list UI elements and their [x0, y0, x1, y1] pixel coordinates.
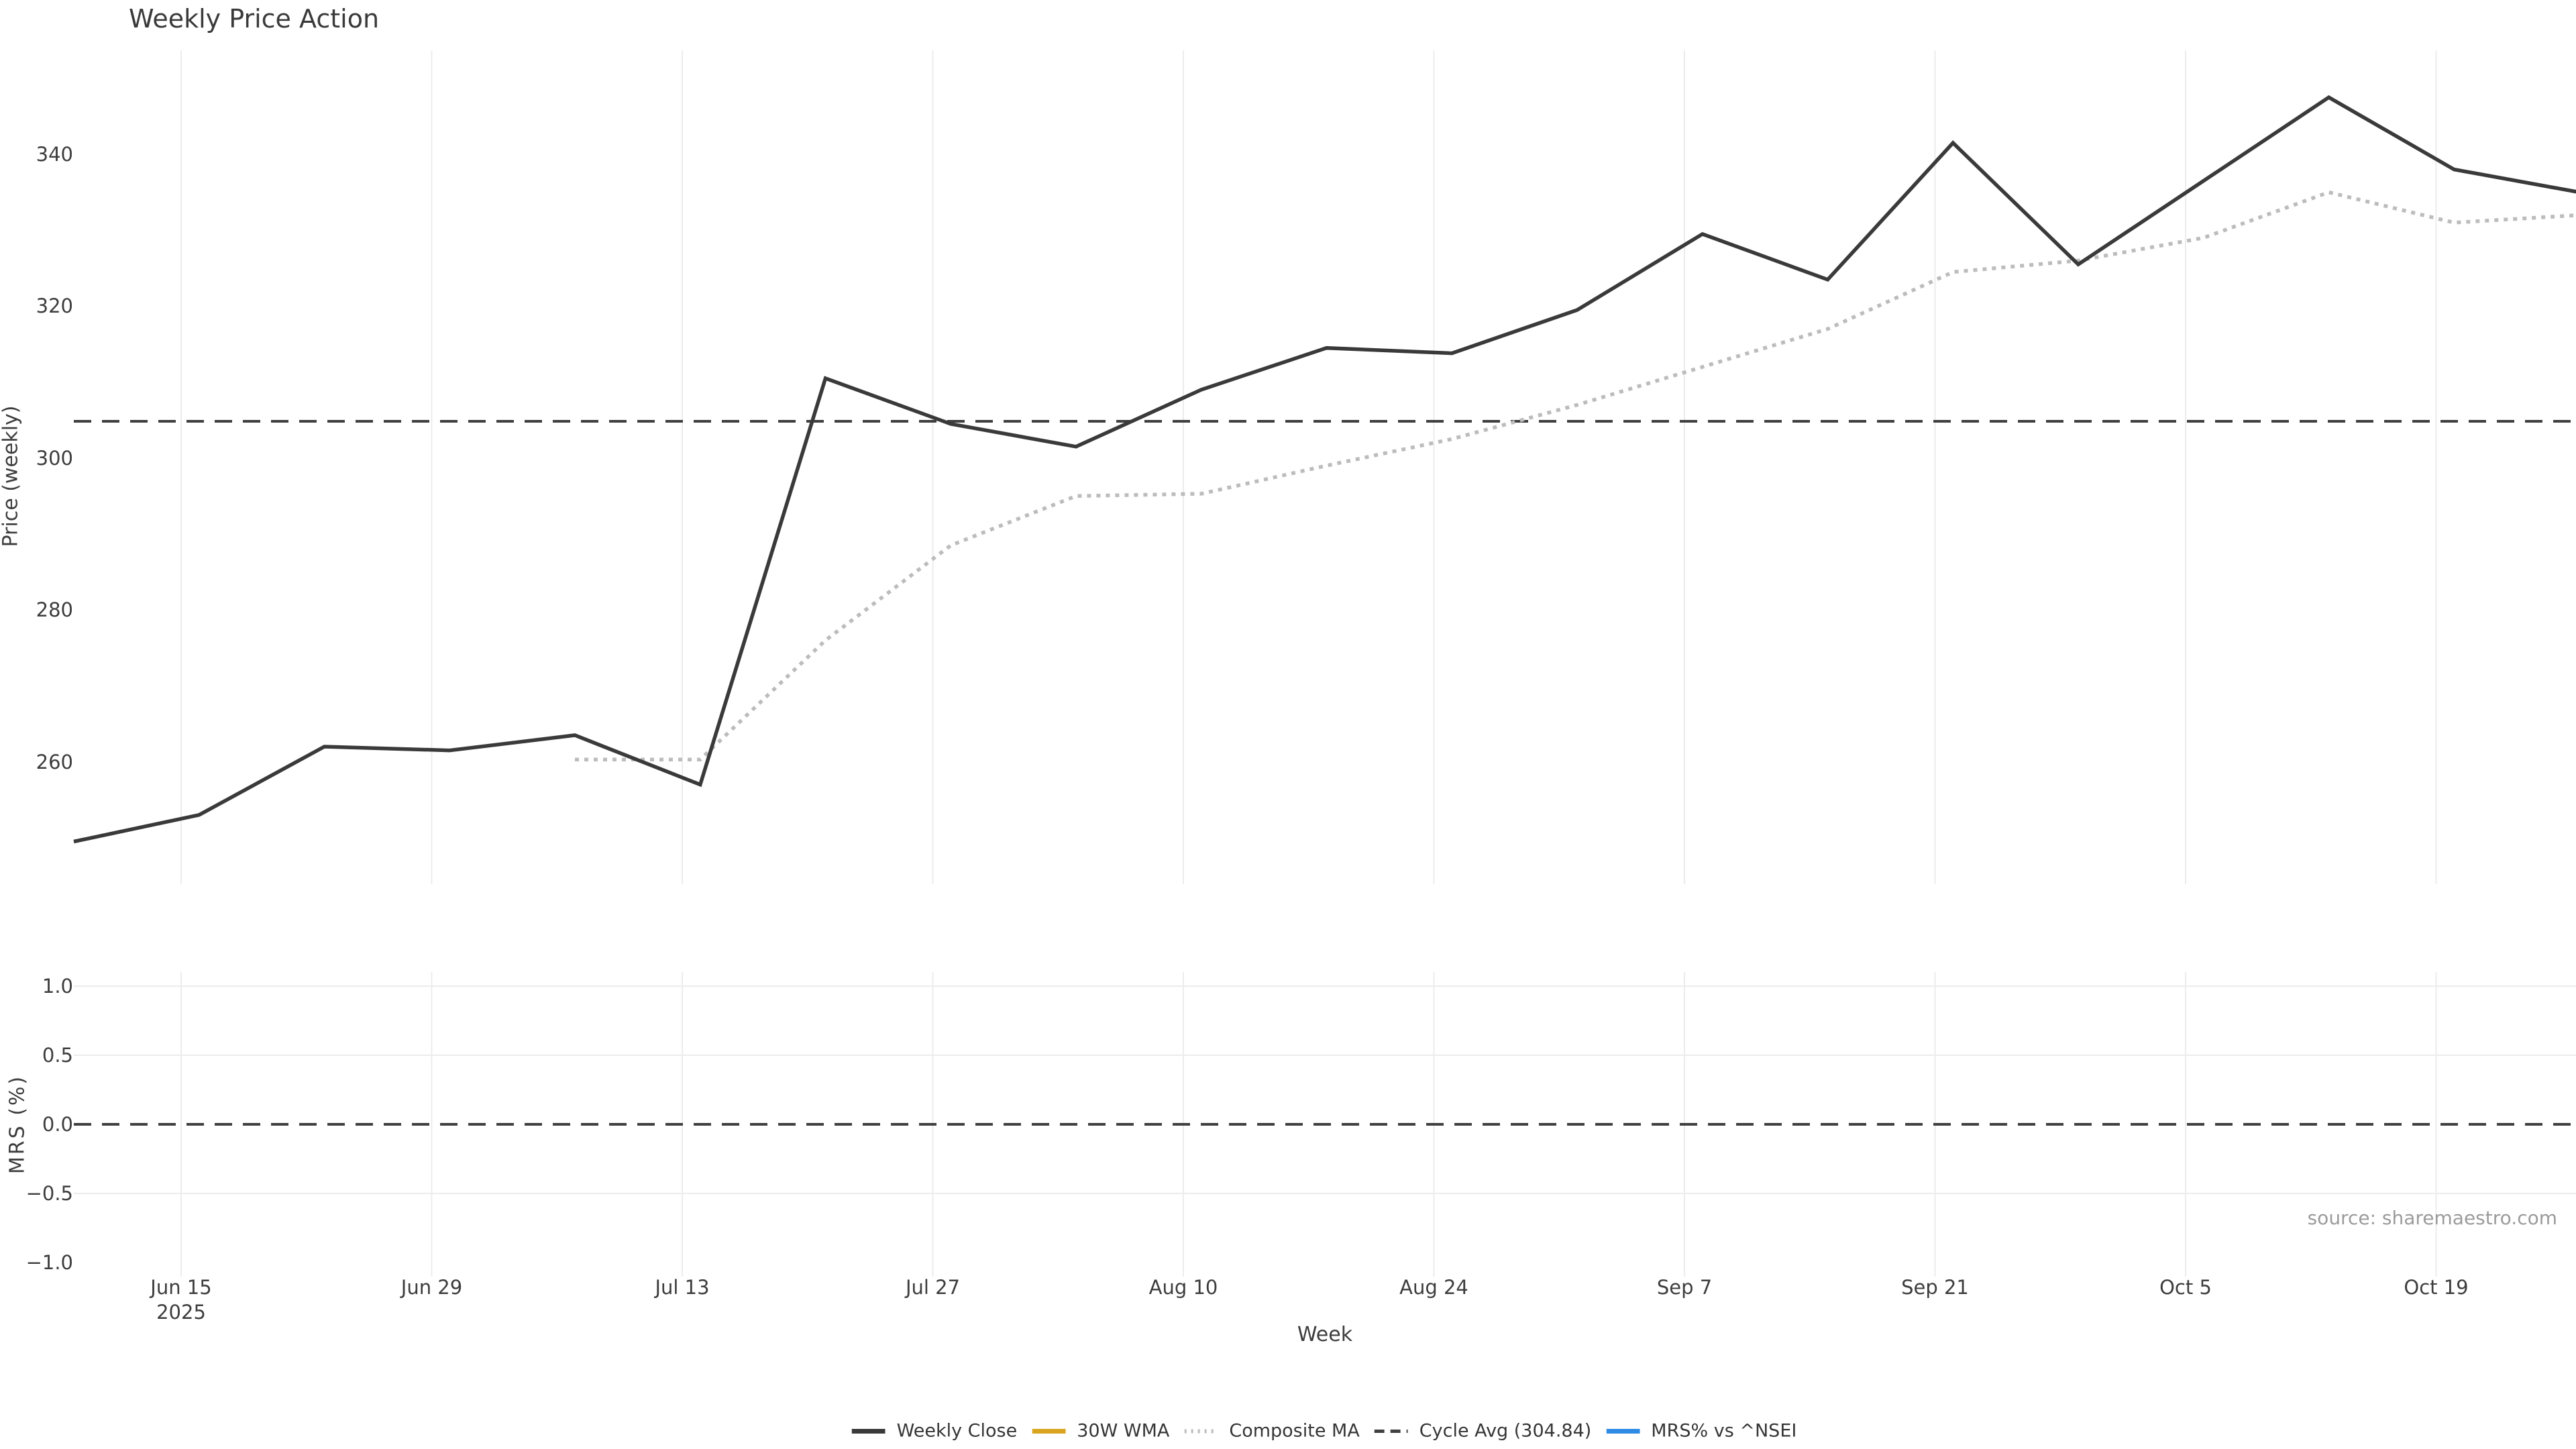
- x-tick-label: Jul 27: [906, 1275, 960, 1300]
- legend-label: MRS% vs ^NSEI: [1651, 1420, 1797, 1442]
- x-tick-label: Aug 24: [1399, 1275, 1468, 1300]
- mrs-ytick-label: −0.5: [25, 1182, 73, 1205]
- weekly-close-line: [73, 95, 2576, 844]
- x-tick-date: Sep 7: [1656, 1276, 1713, 1299]
- x-tick-label: Oct 5: [2159, 1275, 2212, 1300]
- mrs-axis-label: MRS (%): [5, 1074, 30, 1175]
- legend-swatch-dotted: [1184, 1429, 1218, 1433]
- legend-swatch-dashed: [1374, 1429, 1408, 1433]
- mrs-ytick-label: 0.5: [42, 1044, 73, 1067]
- x-tick-date: Jun 29: [400, 1276, 463, 1299]
- x-tick-label: Sep 7: [1657, 1275, 1712, 1300]
- price-ytick-label: 300: [36, 446, 73, 470]
- x-tick-date: Oct 5: [2159, 1276, 2212, 1299]
- price-ytick-label: 260: [36, 750, 73, 773]
- x-tick-date: Jun 15: [150, 1276, 212, 1299]
- price-axis-label: Price (weekly): [0, 405, 23, 547]
- chart-title: Weekly Price Action: [129, 4, 380, 34]
- price-ytick-label: 320: [36, 294, 73, 318]
- composite-ma-line: [575, 190, 2576, 761]
- week-axis-label: Week: [1297, 1323, 1353, 1346]
- price-ytick-label: 340: [36, 143, 73, 166]
- mrs-ytick-label: −1.0: [25, 1251, 73, 1274]
- chart-legend: Weekly Close 30W WMA Composite MA Cycle Avg…: [851, 1420, 1796, 1442]
- legend-swatch-solid: [1606, 1428, 1640, 1434]
- mrs-ytick-label: 1.0: [42, 975, 73, 998]
- x-tick-label: Oct 19: [2404, 1275, 2468, 1300]
- x-tick-year: 2025: [156, 1301, 206, 1324]
- x-tick-label: Sep 21: [1901, 1275, 1969, 1300]
- x-tick-date: Aug 24: [1399, 1276, 1468, 1299]
- x-tick-date: Jul 13: [655, 1276, 710, 1299]
- legend-swatch-solid: [1032, 1428, 1066, 1434]
- x-tick-date: Oct 19: [2404, 1276, 2469, 1299]
- x-tick-label: Jun 29: [401, 1275, 462, 1300]
- legend-item: Cycle Avg (304.84): [1374, 1420, 1592, 1442]
- x-tick-label: Aug 10: [1149, 1275, 1218, 1300]
- legend-item: Composite MA: [1184, 1420, 1360, 1442]
- legend-label: Weekly Close: [896, 1420, 1018, 1442]
- legend-item: Weekly Close: [851, 1420, 1018, 1442]
- price-ytick-label: 280: [36, 598, 73, 622]
- mrs-ytick-label: 0.0: [42, 1113, 73, 1136]
- x-tick-label: Jul 13: [655, 1275, 709, 1300]
- x-tick-date: Sep 21: [1901, 1276, 1969, 1299]
- legend-swatch-solid: [851, 1428, 885, 1434]
- legend-label: Cycle Avg (304.84): [1419, 1420, 1592, 1442]
- legend-label: Composite MA: [1229, 1420, 1360, 1442]
- x-tick-label: Jun 15 2025: [150, 1275, 211, 1325]
- x-tick-date: Jul 27: [905, 1276, 961, 1299]
- x-tick-date: Aug 10: [1148, 1276, 1218, 1299]
- legend-item: MRS% vs ^NSEI: [1606, 1421, 1796, 1442]
- source-note: source: sharemaestro.com: [2307, 1207, 2557, 1229]
- legend-item: 30W WMA: [1032, 1421, 1169, 1442]
- legend-label: 30W WMA: [1077, 1420, 1170, 1442]
